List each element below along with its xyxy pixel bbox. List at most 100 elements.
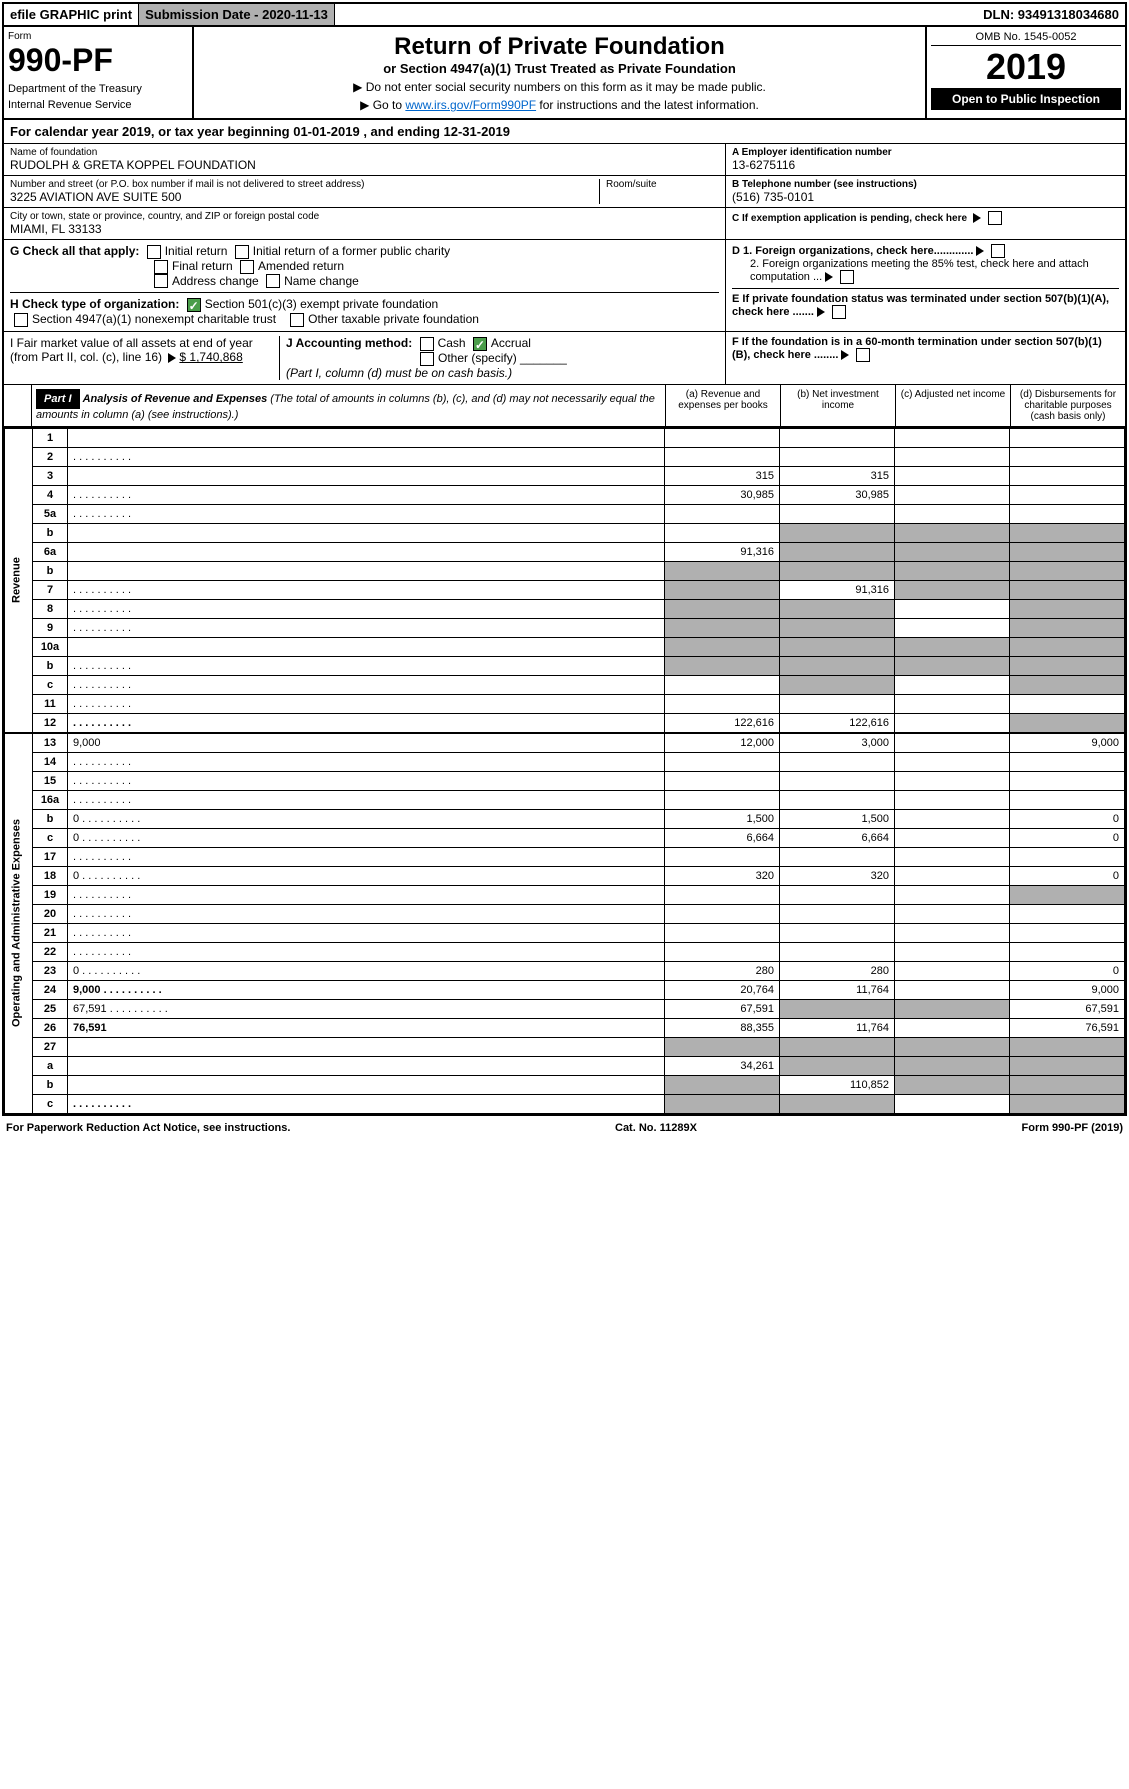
amount-cell [665,523,780,542]
form-link[interactable]: www.irs.gov/Form990PF [405,98,536,112]
g-opt-3: Amended return [258,259,344,273]
table-row: 2567,59167,59167,591 [5,999,1125,1018]
f-chk[interactable] [856,348,870,362]
amount-cell [665,923,780,942]
row-desc [68,713,665,732]
footer-mid: Cat. No. 11289X [615,1122,697,1134]
row-desc: 0 [68,866,665,885]
header-left: Form 990-PF Department of the Treasury I… [4,27,194,118]
info-left: Name of foundation RUDOLPH & GRETA KOPPE… [4,144,725,239]
j-chk-accrual[interactable]: ✓ [473,337,487,351]
row-desc [68,923,665,942]
amount-cell [780,599,895,618]
table-row: Revenue1 [5,428,1125,447]
amount-cell [780,542,895,561]
row-num: b [33,809,68,828]
name-value: RUDOLPH & GRETA KOPPEL FOUNDATION [10,158,719,172]
amount-cell [665,428,780,447]
h-chk-1[interactable]: ✓ [187,298,201,312]
row-num: 1 [33,428,68,447]
amount-cell [780,885,895,904]
row-desc [68,752,665,771]
amount-cell [895,961,1010,980]
amount-cell [665,561,780,580]
amount-cell [665,1075,780,1094]
row-desc [68,523,665,542]
tax-year: 2019 [931,46,1121,88]
amount-cell [895,923,1010,942]
g-chk-1[interactable] [235,245,249,259]
expenses-table: Operating and Administrative Expenses13 9… [4,733,1125,1114]
table-row: 17 [5,847,1125,866]
d2-chk[interactable] [840,270,854,284]
c-checkbox[interactable] [988,211,1002,225]
g-chk-0[interactable] [147,245,161,259]
instr2-pre: ▶ Go to [360,98,405,112]
j-chk-cash[interactable] [420,337,434,351]
amount-cell [1010,675,1125,694]
amount-cell [780,523,895,542]
g-opt-0: Initial return [165,244,228,258]
table-row: 21 [5,923,1125,942]
row-num: 13 [33,733,68,752]
amount-cell [665,504,780,523]
h-chk-3[interactable] [290,313,304,327]
row-num: 4 [33,485,68,504]
row-desc: 76,591 [68,1018,665,1037]
amount-cell: 9,000 [1010,980,1125,999]
row-num: 20 [33,904,68,923]
amount-cell [1010,904,1125,923]
g-chk-3[interactable] [240,260,254,274]
instr-2: ▶ Go to www.irs.gov/Form990PF for instru… [200,98,919,112]
amount-cell: 67,591 [665,999,780,1018]
row-num: a [33,1056,68,1075]
amount-cell [780,1037,895,1056]
f-cell: F If the foundation is in a 60-month ter… [725,332,1125,384]
row-desc: 9,000 [68,980,665,999]
amount-cell [895,504,1010,523]
amount-cell [780,752,895,771]
amount-cell [895,428,1010,447]
amount-cell [895,523,1010,542]
row-num: 14 [33,752,68,771]
row-num: 17 [33,847,68,866]
table-row: 2 [5,447,1125,466]
table-row: 11 [5,694,1125,713]
g-chk-4[interactable] [154,274,168,288]
amount-cell [665,1094,780,1113]
amount-cell [895,618,1010,637]
e-chk[interactable] [832,305,846,319]
vertical-label: Revenue [5,428,33,732]
table-row: b [5,561,1125,580]
d1-chk[interactable] [991,244,1005,258]
amount-cell: 122,616 [780,713,895,732]
row-num: 7 [33,580,68,599]
addr-value: 3225 AVIATION AVE SUITE 500 [10,190,599,204]
g-chk-5[interactable] [266,274,280,288]
efile-label: efile GRAPHIC print [4,4,139,25]
g-label: G Check all that apply: [10,244,139,258]
row-desc [68,904,665,923]
j-chk-other[interactable] [420,352,434,366]
h-chk-2[interactable] [14,313,28,327]
amount-cell [665,580,780,599]
amount-cell [665,1037,780,1056]
amount-cell [895,599,1010,618]
row-num: 2 [33,447,68,466]
arrow-icon [817,307,825,317]
row-desc: 0 [68,809,665,828]
amount-cell [895,694,1010,713]
row-num: b [33,656,68,675]
amount-cell [665,447,780,466]
amount-cell [895,885,1010,904]
addr-label: Number and street (or P.O. box number if… [10,179,599,190]
table-row: b [5,656,1125,675]
amount-cell [665,790,780,809]
table-row: 20 [5,904,1125,923]
g-chk-2[interactable] [154,260,168,274]
amount-cell: 67,591 [1010,999,1125,1018]
amount-cell [665,599,780,618]
table-row: 10a [5,637,1125,656]
row-desc [68,942,665,961]
vertical-label: Operating and Administrative Expenses [5,733,33,1113]
